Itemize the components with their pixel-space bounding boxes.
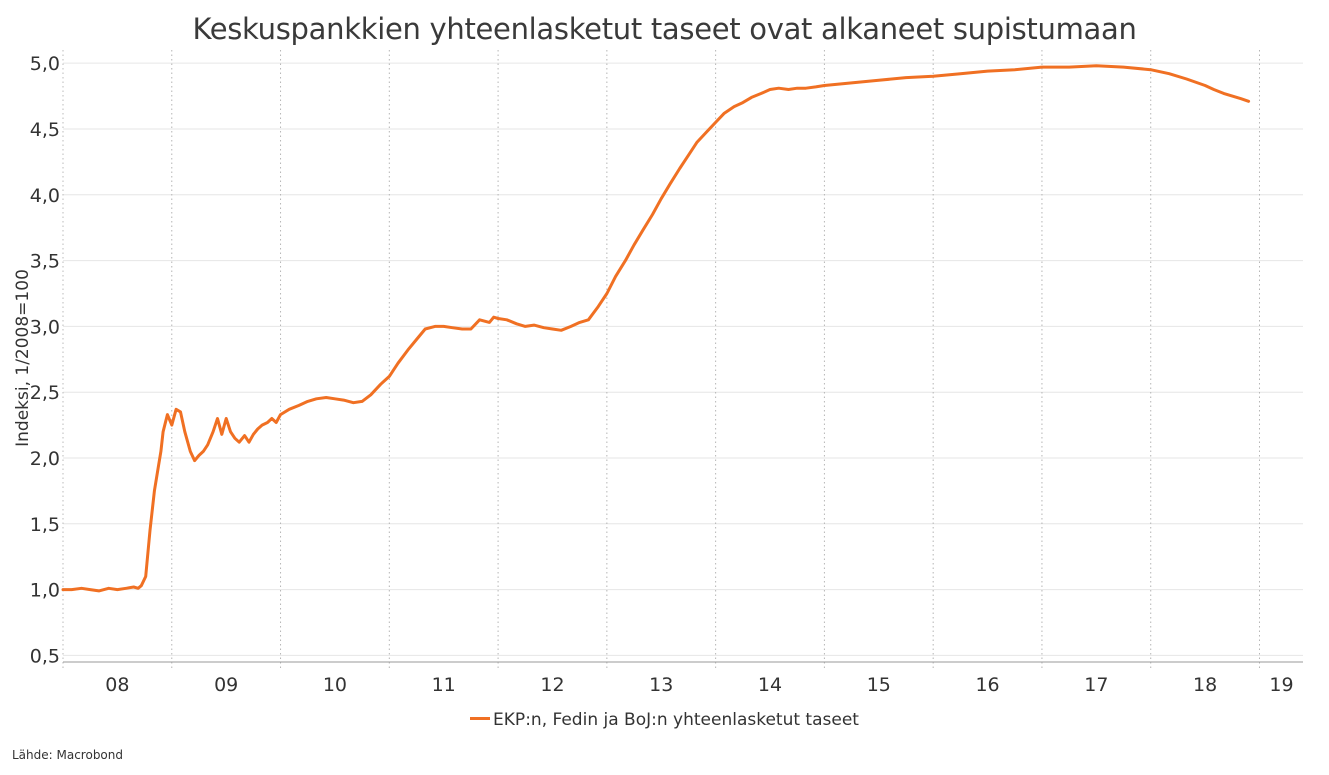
y-tick-label: 4,5 [30,119,60,141]
legend-label: EKP:n, Fedin ja BoJ:n yhteenlasketut tas… [493,710,859,730]
y-gridlines [63,62,1303,656]
x-tick-label: 19 [1269,674,1293,696]
x-tick-label: 16 [975,674,999,696]
x-tick-label: 08 [105,674,129,696]
x-tick-label: 18 [1193,674,1217,696]
y-tick-label: 3,0 [30,316,60,338]
y-tick-label: 3,5 [30,251,60,273]
y-tick-label: 2,0 [30,448,60,470]
series-group [61,64,1251,593]
axes [62,50,1303,663]
legend-swatch [470,716,491,720]
x-tick-label: 10 [323,674,347,696]
x-tick-label: 09 [214,674,238,696]
legend: EKP:n, Fedin ja BoJ:n yhteenlasketut tas… [0,710,1329,730]
y-tick-label: 0,5 [30,645,60,667]
chart-title: Keskuspankkien yhteenlasketut taseet ova… [192,12,1137,46]
x-tick-label: 12 [540,674,564,696]
y-tick-labels: 0,5 1,0 1,5 2,0 2,5 3,0 3,5 4,0 4,5 5,0 [30,53,60,667]
x-tick-label: 14 [758,674,782,696]
y-tick-label: 1,5 [30,514,60,536]
y-tick-label: 1,0 [30,580,60,602]
x-tick-label: 11 [432,674,456,696]
x-gridlines [62,50,1260,668]
y-tick-label: 2,5 [30,382,60,404]
x-tick-label: 15 [867,674,891,696]
x-tick-label: 17 [1084,674,1108,696]
y-tick-label: 4,0 [30,185,60,207]
source-note: Lähde: Macrobond [12,748,123,762]
x-tick-labels: 08 09 10 11 12 13 14 15 16 17 18 19 [105,674,1293,696]
x-tick-label: 13 [649,674,673,696]
series-line [61,64,1251,593]
y-tick-label: 5,0 [30,53,60,75]
y-axis-label: Indeksi, 1/2008=100 [13,269,33,447]
